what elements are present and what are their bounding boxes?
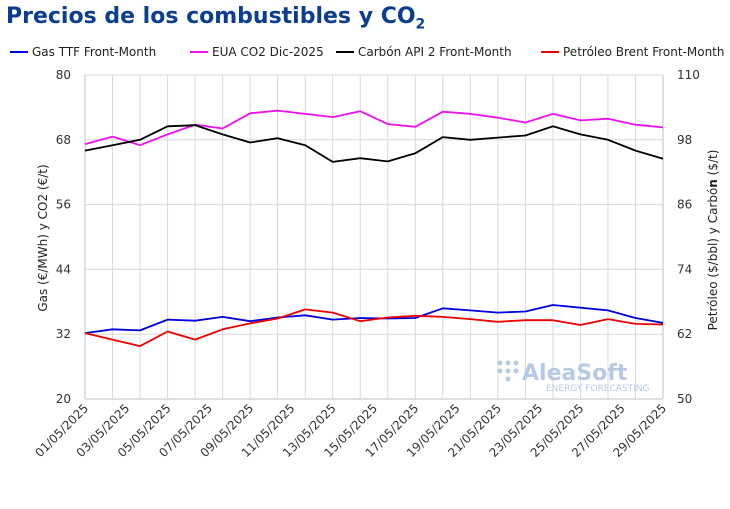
series-line-petr-leo-brent-front-month [84,308,664,348]
legend-label: Petróleo Brent Front-Month [563,45,724,59]
plot-frame [84,75,664,400]
y-left-tick-label: 32 [56,327,71,341]
aleasoft-logo: AleaSoft ENERGY FORECASTING [497,360,649,394]
series-line-gas-ttf-front-month [84,304,664,334]
legend: Gas TTF Front-Month EUA CO2 Dic-2025 Carbó… [10,45,724,59]
chart-title: Precios de los combustibles y CO2 [6,4,426,33]
watermark-tagline: ENERGY FORECASTING [546,384,649,394]
y-axis-right-label: Petróleo ($/bbl) y Carbón ($/t) [706,150,720,331]
legend-label: EUA CO2 Dic-2025 [212,45,324,59]
y-left-tick-label: 68 [56,133,71,147]
y-right-tick-label: 50 [677,392,692,406]
legend-label: Gas TTF Front-Month [32,45,156,59]
y-right-tick-label: 62 [677,327,692,341]
y-right-tick-label: 110 [677,68,700,82]
right-axis-ticks: 50 62 74 86 98 110 [677,68,700,406]
left-axis-ticks: 20 32 44 56 68 80 [56,68,71,406]
y-axis-left-label: Gas (€/MWh) y CO2 (€/t) [36,164,50,311]
series-line-carb-n-api-2-front-month [84,124,664,163]
series-line-eua-co2-dic-2025 [84,109,664,147]
gridlines [84,74,664,400]
y-left-tick-label: 56 [56,198,71,212]
y-left-tick-label: 80 [56,68,71,82]
watermark-brand: AleaSoft [522,361,628,386]
y-right-tick-label: 74 [677,262,692,276]
y-right-tick-label: 86 [677,198,692,212]
y-left-tick-label: 44 [56,262,71,276]
legend-label: Carbón API 2 Front-Month [358,45,512,59]
aleasoft-logo-icon [497,360,519,382]
series-lines [84,109,664,348]
y-left-tick-label: 20 [56,392,71,406]
y-right-tick-label: 98 [677,133,692,147]
x-axis-ticks: 01/05/202503/05/202505/05/202507/05/2025… [32,401,669,460]
